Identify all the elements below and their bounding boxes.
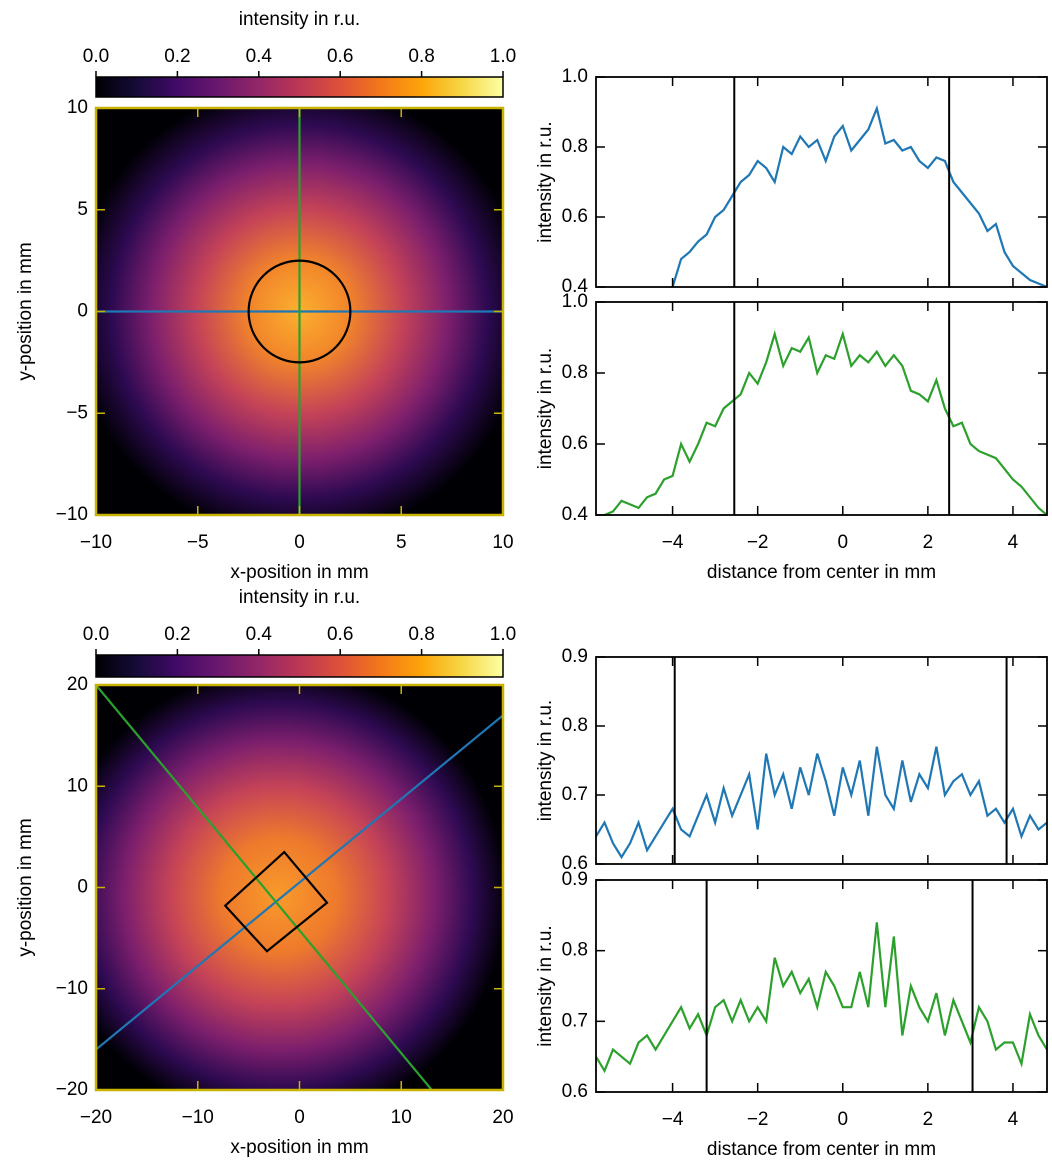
y-tick-label: 0.8 bbox=[562, 940, 588, 961]
y-tick-label: −10 bbox=[56, 978, 88, 999]
x-tick-label: −10 bbox=[182, 1107, 214, 1128]
intensity-image bbox=[96, 685, 503, 1090]
plot-frame bbox=[596, 302, 1047, 515]
y-tick-label: 0.7 bbox=[562, 784, 588, 805]
x-tick-label: −20 bbox=[80, 1107, 112, 1128]
x-tick-label: 4 bbox=[1008, 1109, 1019, 1130]
y-axis-label: y-position in mm bbox=[15, 242, 36, 380]
colorbar-label: intensity in r.u. bbox=[239, 587, 360, 608]
x-tick-label: 4 bbox=[1008, 532, 1019, 553]
y-tick-label: 1.0 bbox=[562, 291, 588, 312]
colorbar-label: intensity in r.u. bbox=[239, 9, 360, 30]
y-tick-label: 0.9 bbox=[562, 646, 588, 667]
y-tick-label: −10 bbox=[56, 504, 88, 525]
x-tick-label: 0 bbox=[837, 1109, 848, 1130]
series-line bbox=[596, 747, 1047, 857]
series-line bbox=[673, 109, 1047, 288]
x-tick-label: 0 bbox=[294, 1107, 305, 1128]
x-tick-label: −2 bbox=[747, 1109, 769, 1130]
y-tick-label: 5 bbox=[77, 199, 88, 220]
plot-frame bbox=[596, 657, 1047, 864]
y-tick-label: 0.8 bbox=[562, 136, 588, 157]
x-axis-label: x-position in mm bbox=[230, 1137, 368, 1158]
x-tick-label: −5 bbox=[187, 532, 209, 553]
x-tick-label: 10 bbox=[492, 532, 513, 553]
x-axis-label: distance from center in mm bbox=[707, 1139, 936, 1160]
x-tick-label: 10 bbox=[391, 1107, 412, 1128]
y-tick-label: 0.8 bbox=[562, 715, 588, 736]
x-tick-label: −4 bbox=[662, 1109, 684, 1130]
x-tick-label: 2 bbox=[923, 532, 934, 553]
y-tick-label: 10 bbox=[67, 775, 88, 796]
y-tick-label: 0.4 bbox=[562, 504, 589, 525]
x-tick-label: −4 bbox=[662, 532, 684, 553]
y-tick-label: 1.0 bbox=[562, 66, 588, 87]
colorbar-tick-label: 0.2 bbox=[164, 624, 190, 645]
colorbar-tick-label: 0.8 bbox=[408, 624, 434, 645]
y-tick-label: 0.6 bbox=[562, 1081, 588, 1102]
x-tick-label: 2 bbox=[923, 1109, 934, 1130]
colorbar-tick-label: 0.0 bbox=[83, 46, 109, 67]
y-tick-label: 0.9 bbox=[562, 869, 588, 890]
y-axis-label: intensity in r.u. bbox=[535, 348, 556, 469]
y-tick-label: 10 bbox=[67, 97, 88, 118]
x-tick-label: 20 bbox=[492, 1107, 513, 1128]
y-axis-label: intensity in r.u. bbox=[535, 121, 556, 242]
colorbar-tick-label: 0.8 bbox=[408, 46, 434, 67]
colorbar bbox=[96, 655, 503, 677]
colorbar-tick-label: 0.4 bbox=[246, 624, 273, 645]
figure: 0.0 0.2 0.4 0.6 0.8 1.0 intensity in r.u. −10 −5… bbox=[0, 0, 1052, 1167]
y-tick-label: 0.6 bbox=[562, 433, 588, 454]
colorbar-tick-label: 1.0 bbox=[490, 624, 516, 645]
y-tick-label: −5 bbox=[66, 402, 88, 423]
series-line bbox=[596, 922, 1047, 1070]
x-tick-label: 5 bbox=[396, 532, 407, 553]
colorbar-tick-label: 0.0 bbox=[83, 624, 109, 645]
colorbar-tick-label: 0.2 bbox=[164, 46, 190, 67]
y-tick-label: −20 bbox=[56, 1079, 88, 1100]
y-axis-label: y-position in mm bbox=[15, 818, 36, 956]
y-axis-label: intensity in r.u. bbox=[535, 925, 556, 1046]
x-tick-label: −2 bbox=[747, 532, 769, 553]
y-tick-label: 0.7 bbox=[562, 1010, 588, 1031]
colorbar-tick-label: 0.6 bbox=[327, 624, 353, 645]
y-tick-label: 0.8 bbox=[562, 362, 588, 383]
y-tick-label: 0 bbox=[77, 877, 88, 898]
y-tick-label: 20 bbox=[67, 674, 88, 695]
page: {"chart_data": [ {"type": "heatmap", "co… bbox=[0, 0, 1052, 1172]
x-axis-label: distance from center in mm bbox=[707, 562, 936, 583]
colorbar-tick-label: 0.4 bbox=[246, 46, 273, 67]
plot-frame bbox=[596, 77, 1047, 287]
x-tick-label: −10 bbox=[80, 532, 112, 553]
colorbar-tick-label: 0.6 bbox=[327, 46, 353, 67]
x-tick-label: 0 bbox=[294, 532, 305, 553]
x-axis-label: x-position in mm bbox=[230, 562, 368, 583]
colorbar-tick-label: 1.0 bbox=[490, 46, 516, 67]
y-tick-label: 0 bbox=[77, 301, 88, 322]
colorbar bbox=[96, 77, 503, 97]
y-axis-label: intensity in r.u. bbox=[535, 700, 556, 821]
series-line bbox=[605, 334, 1047, 515]
y-tick-label: 0.6 bbox=[562, 206, 588, 227]
x-tick-label: 0 bbox=[837, 532, 848, 553]
